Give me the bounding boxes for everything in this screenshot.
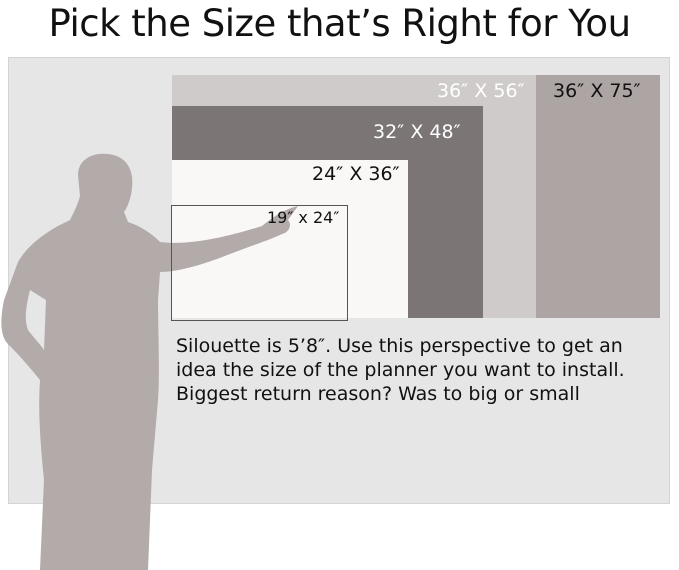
perspective-note: Silouette is 5’8″. Use this perspective …: [176, 334, 625, 406]
size-36x75-rect: [536, 75, 660, 318]
size-label-19x24: 19″ x 24″: [267, 208, 340, 227]
size-label-36x56: 36″ X 56″: [437, 80, 525, 102]
size-24x36-rect: [172, 160, 408, 318]
page-title: Pick the Size that’s Right for You: [48, 2, 631, 45]
size-19x24-rect: [171, 205, 348, 321]
note-line-3: Biggest return reason? Was to big or sma…: [176, 383, 580, 405]
size-label-32x48: 32″ X 48″: [373, 121, 461, 143]
note-line-2: idea the size of the planner you want to…: [176, 359, 625, 381]
size-label-36x75: 36″ X 75″: [553, 80, 641, 102]
note-line-1: Silouette is 5’8″. Use this perspective …: [176, 335, 623, 357]
size-label-24x36: 24″ X 36″: [312, 163, 400, 185]
